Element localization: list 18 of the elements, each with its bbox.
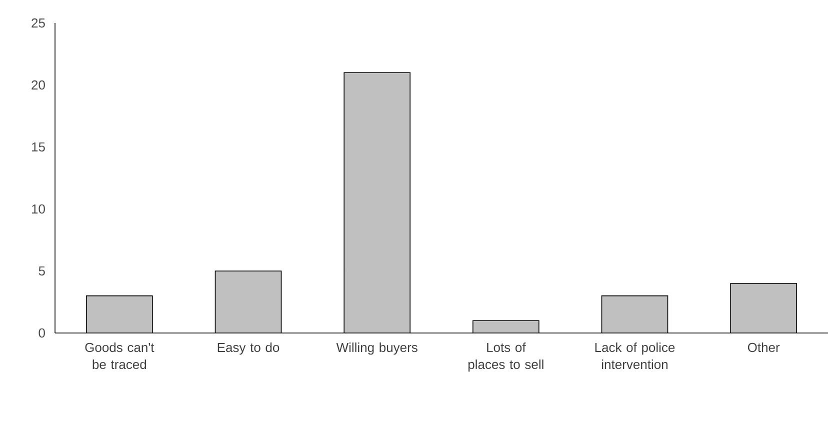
bar <box>472 320 539 333</box>
bar <box>730 282 797 333</box>
x-tick-label: Willing buyers <box>336 342 418 355</box>
y-tick-label: 20 <box>32 80 45 90</box>
x-tick-label: Lack of police intervention <box>595 342 675 370</box>
x-tick-label: Other <box>748 342 780 352</box>
x-tick-label: Easy to do <box>218 342 280 355</box>
y-tick-label: 25 <box>32 18 45 28</box>
y-tick-label: 10 <box>32 204 45 214</box>
y-tick-label: 5 <box>38 266 45 276</box>
y-tick-label: 15 <box>32 142 45 152</box>
y-tick-label: 0 <box>38 328 45 338</box>
bar <box>344 72 410 333</box>
x-tick-label: Lots of places to sell <box>468 342 544 372</box>
bar <box>86 296 152 333</box>
bar <box>602 296 668 333</box>
bar <box>215 270 282 333</box>
x-tick-label: Goods can't be traced <box>85 342 154 370</box>
